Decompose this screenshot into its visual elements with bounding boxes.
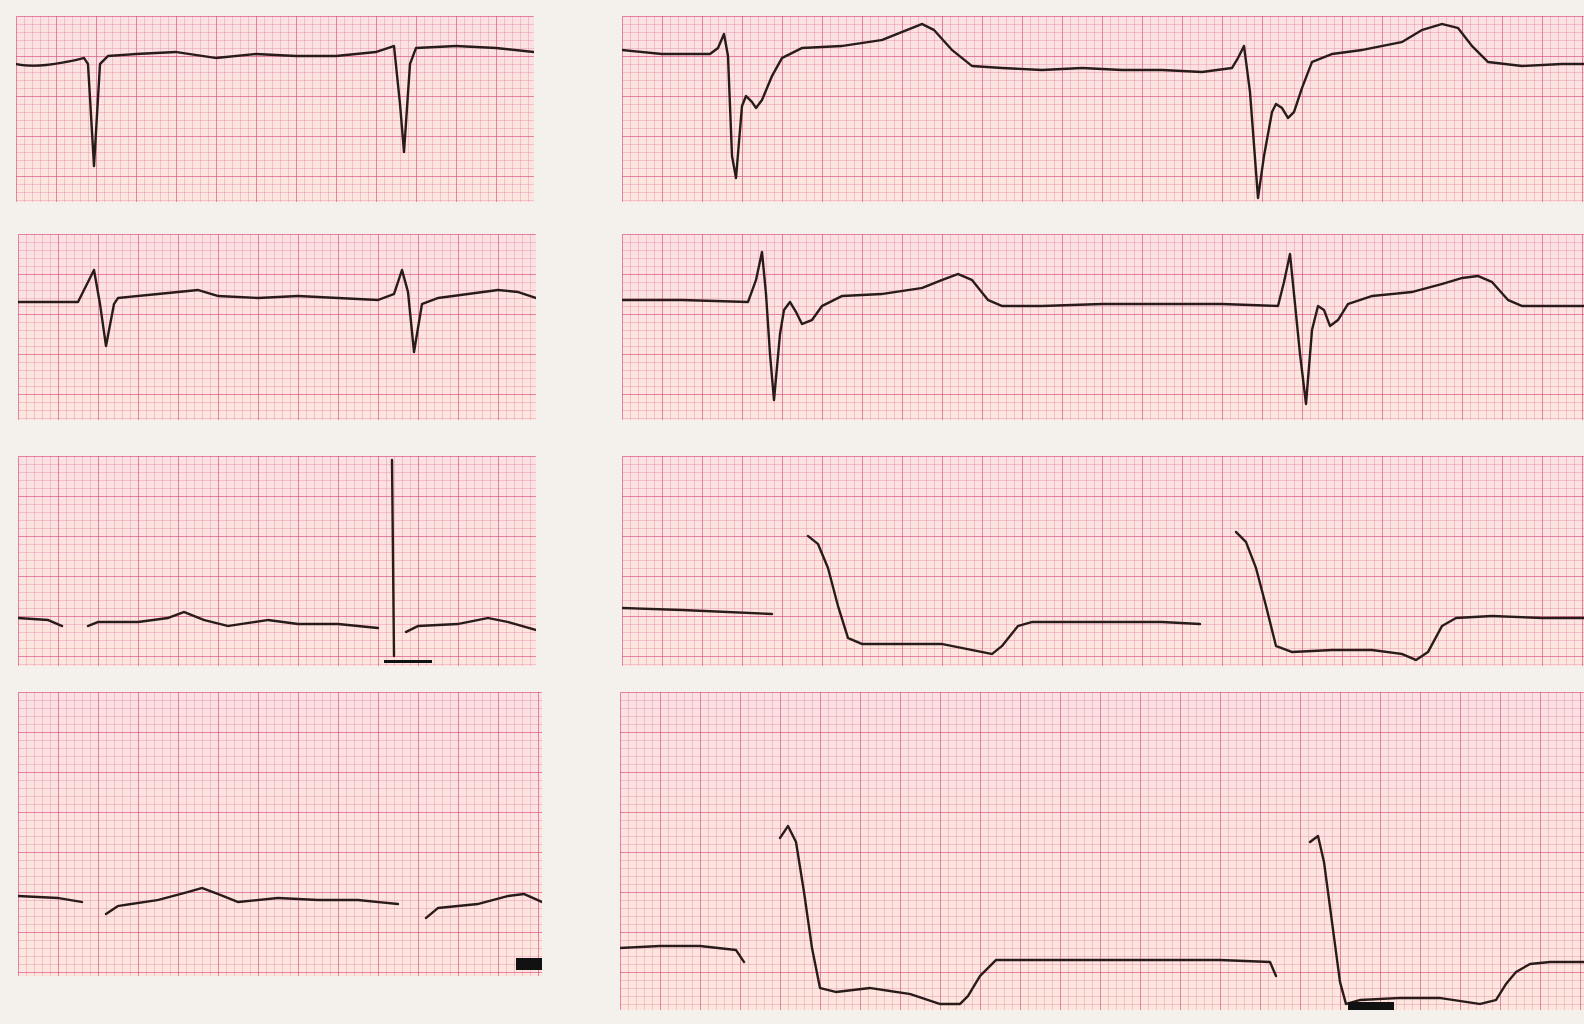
ecg-trace-left-1 (16, 44, 534, 168)
ecg-trace-left-2 (18, 268, 536, 354)
ecg-strip-left-3 (18, 456, 536, 666)
ecg-strip-left-4 (18, 692, 542, 976)
ecg-strip-right-1 (622, 16, 1584, 202)
ecg-strip-right-2 (622, 234, 1584, 420)
ecg-trace-left-3 (18, 458, 536, 658)
ecg-trace-right-1 (622, 22, 1584, 200)
ecg-strip-right-4 (620, 692, 1584, 1010)
ecg-trace-left-4 (18, 886, 542, 920)
ecg-trace-right-4 (620, 824, 1584, 1006)
ecg-strip-left-2 (18, 234, 536, 420)
ecg-trace-right-3 (622, 530, 1584, 662)
ecg-trace-right-2 (622, 250, 1584, 406)
calibration-mark (384, 660, 432, 663)
ecg-strip-left-1 (16, 16, 534, 202)
ecg-strip-right-3 (622, 456, 1584, 666)
calibration-block (516, 958, 542, 970)
calibration-block-right (1348, 1002, 1394, 1010)
